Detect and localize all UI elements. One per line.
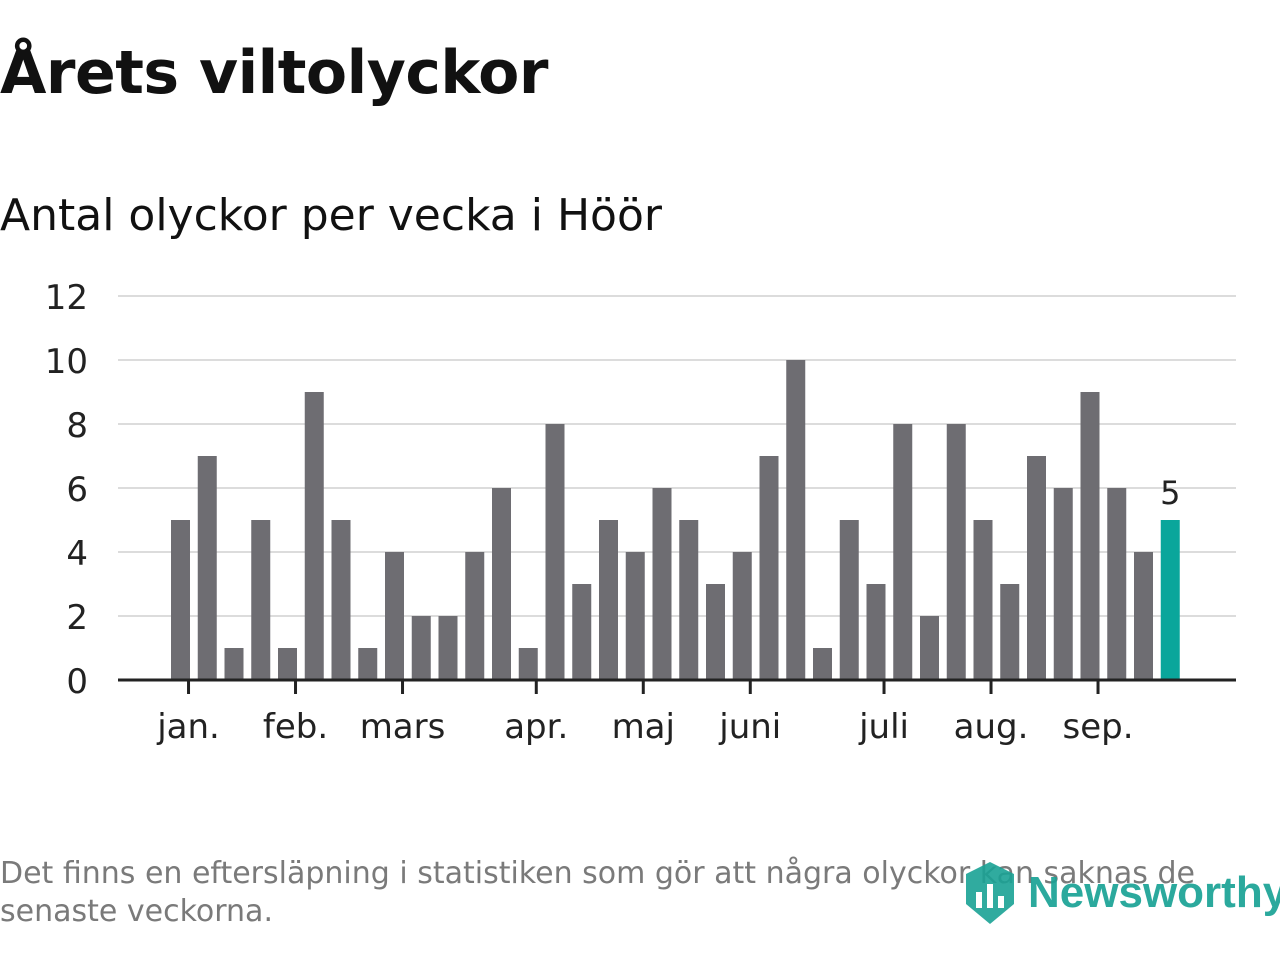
bar xyxy=(251,520,271,680)
x-tick-label: maj xyxy=(612,707,675,747)
bars xyxy=(171,360,1180,680)
bar xyxy=(679,520,699,680)
data-label: 5 xyxy=(1160,474,1180,512)
bar xyxy=(278,648,297,680)
x-tick-label: apr. xyxy=(504,707,568,747)
bar xyxy=(1027,456,1046,680)
y-axis-tick-labels: 0 2 4 6 8 10 12 xyxy=(45,278,88,702)
bar xyxy=(839,520,859,680)
bar xyxy=(866,584,886,680)
bar xyxy=(946,424,966,680)
bar xyxy=(224,648,244,680)
bar xyxy=(171,520,190,680)
newsworthy-logo-icon xyxy=(966,862,1014,924)
bar xyxy=(411,616,431,680)
x-tick-label: mars xyxy=(360,707,446,747)
x-tick-label: juni xyxy=(718,707,781,747)
x-tick-label: sep. xyxy=(1063,707,1134,747)
bar xyxy=(331,520,351,680)
bar xyxy=(465,552,485,680)
bar xyxy=(358,648,378,680)
bar xyxy=(1107,488,1127,680)
chart-subtitle: Antal olyckor per vecka i Höör xyxy=(0,190,662,241)
brand-name: Newsworthy xyxy=(1028,868,1280,917)
bar xyxy=(385,552,404,680)
bar xyxy=(492,488,511,680)
x-tick-label: feb. xyxy=(263,707,328,747)
x-tick-label: aug. xyxy=(954,707,1029,747)
brand-logo[interactable]: Newsworthy xyxy=(962,858,1280,928)
bar xyxy=(973,520,993,680)
bar xyxy=(652,488,672,680)
x-tick-label: jan. xyxy=(156,707,220,747)
bar-chart: 0 2 4 6 8 10 12 jan. feb. mars apr. maj juni juli aug… xyxy=(45,278,1236,747)
bar-highlight xyxy=(1160,520,1180,680)
grid-lines xyxy=(118,295,1236,617)
bar xyxy=(759,456,779,680)
y-tick-label: 2 xyxy=(66,598,88,638)
y-tick-label: 0 xyxy=(66,662,88,702)
y-tick-label: 10 xyxy=(45,342,88,382)
y-tick-label: 6 xyxy=(66,470,88,510)
bar xyxy=(1000,584,1020,680)
bar xyxy=(1080,392,1100,680)
y-tick-label: 4 xyxy=(66,534,88,574)
bar xyxy=(732,552,752,680)
x-axis xyxy=(118,678,1236,694)
bar xyxy=(304,392,324,680)
chart-title: Årets viltolyckor xyxy=(0,38,549,108)
bar xyxy=(572,584,592,680)
bar xyxy=(813,648,832,680)
bar xyxy=(197,456,217,680)
bar xyxy=(518,648,538,680)
x-tick-label: juli xyxy=(858,707,909,747)
bar xyxy=(920,616,939,680)
data-labels: 5 xyxy=(1160,474,1180,512)
bar xyxy=(1053,488,1073,680)
y-tick-label: 12 xyxy=(45,278,88,318)
bar xyxy=(545,424,565,680)
y-tick-label: 8 xyxy=(66,406,88,446)
bar xyxy=(893,424,913,680)
x-axis-tick-labels: jan. feb. mars apr. maj juni juli aug. sep. xyxy=(156,707,1133,747)
bar xyxy=(625,552,645,680)
bar xyxy=(706,584,725,680)
bar xyxy=(438,616,458,680)
bar xyxy=(599,520,618,680)
bar xyxy=(786,360,806,680)
bar xyxy=(1134,552,1153,680)
